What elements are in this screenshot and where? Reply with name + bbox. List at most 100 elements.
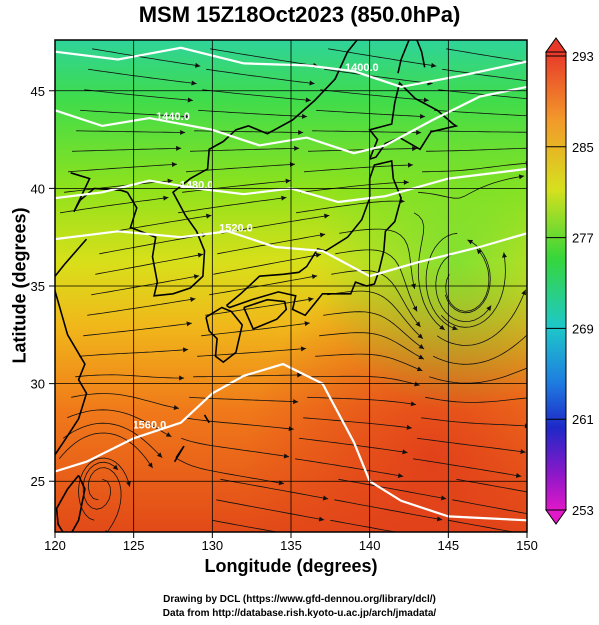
streamline-arrow (418, 354, 424, 360)
streamline (87, 298, 196, 316)
streamline (221, 215, 330, 234)
x-axis-label: Longitude (degrees) (204, 556, 378, 576)
streamline-arrow (324, 213, 330, 219)
streamline-arrow (403, 179, 409, 185)
streamline (206, 68, 315, 84)
streamline-arrow (187, 97, 193, 103)
streamline-arrow (180, 129, 186, 135)
coastline (173, 445, 185, 463)
streamline (319, 332, 425, 360)
streamline-arrow (518, 174, 525, 180)
streamline (438, 89, 527, 100)
streamline-arrow (439, 324, 445, 330)
streamline-arrow (112, 464, 119, 471)
streamline-arrow (305, 97, 311, 103)
streamline-arrow (414, 381, 420, 387)
streamline (442, 68, 527, 82)
streamline (71, 393, 180, 409)
x-tick-label: 120 (44, 538, 66, 553)
streamline-arrow (515, 473, 522, 478)
streamline-arrow (436, 516, 443, 522)
colorbar-over-triangle (545, 37, 567, 53)
streamline-arrow (191, 80, 197, 86)
streamline (320, 89, 429, 101)
credit-data: Data from http://database.rish.kyoto-u.a… (162, 608, 437, 619)
streamline-arrow (171, 162, 177, 168)
streamline (426, 147, 527, 152)
contour-label: 1520.0 (219, 222, 253, 234)
coastline (243, 298, 288, 331)
streamline-arrow (195, 62, 201, 68)
streamline (335, 249, 418, 312)
streamline-arrow (315, 536, 320, 541)
streamline-arrow (412, 305, 418, 312)
coastline (205, 306, 244, 364)
streamline (87, 467, 122, 532)
streamline (91, 275, 200, 296)
streamline-arrow (538, 114, 543, 119)
x-tick-label: 135 (280, 538, 302, 553)
streamline (436, 289, 526, 346)
coastline (55, 238, 88, 457)
x-tick-label: 140 (359, 538, 381, 553)
streamline (182, 180, 291, 193)
contour-line (55, 167, 527, 204)
contour-label: 1400.0 (345, 62, 379, 74)
streamline (210, 48, 319, 67)
streamline-arrow (407, 162, 414, 168)
streamline-arrow (412, 146, 418, 152)
coastline (55, 474, 86, 532)
streamline (76, 130, 186, 133)
streamline (67, 409, 172, 438)
streamline-arrow (406, 424, 412, 430)
streamline (446, 48, 527, 63)
streamline (324, 68, 433, 84)
streamline-arrow (440, 495, 447, 501)
streamline (212, 519, 280, 532)
streamline-arrow (520, 449, 526, 455)
streamline-arrow (308, 297, 314, 302)
x-tick-label: 150 (516, 538, 538, 553)
streamline-arrow (301, 113, 308, 119)
streamline-arrow (410, 401, 417, 407)
streamline (300, 181, 409, 193)
contour-label: 1480.0 (180, 179, 214, 191)
streamline-arrow (173, 405, 179, 410)
credit-drawing: Drawing by DCL (https://www.gfd-dennou.o… (163, 594, 436, 605)
streamline-arrow (311, 274, 318, 280)
streamline (334, 499, 443, 521)
streamline-arrow (293, 399, 299, 405)
streamline-arrow (206, 213, 212, 219)
streamline-arrow (419, 113, 426, 119)
streamline-arrow (193, 274, 200, 280)
colorbar-tick-label: 285 (572, 140, 594, 155)
streamline (216, 499, 325, 521)
colorbar-ticks: 293 285 277 269 261 253 (546, 49, 594, 518)
y-tick-label: 25 (31, 474, 45, 489)
wind-arrowheads (105, 62, 543, 541)
streamline-arrow (315, 252, 322, 258)
coastline (225, 160, 402, 317)
streamline-arrow (167, 178, 173, 184)
streamline-arrow (147, 462, 153, 469)
streamline-arrow (186, 321, 192, 327)
streamline (58, 432, 153, 469)
streamline-arrow (416, 129, 422, 135)
streamline-arrow (126, 481, 131, 487)
streamline (72, 147, 182, 152)
streamline-arrow (530, 364, 536, 369)
y-tick-label: 40 (31, 181, 45, 196)
streamline (198, 109, 308, 117)
streamline-arrow (322, 495, 329, 501)
chart-title: MSM 15Z18Oct2023 (850.0hPa) (138, 2, 461, 27)
streamline (328, 48, 437, 67)
streamline-arrow (534, 130, 539, 135)
streamline-arrow (304, 321, 310, 327)
streamline (60, 197, 169, 214)
streamline-arrow (283, 453, 290, 459)
streamline-arrow (300, 346, 307, 352)
streamline-arrow (165, 432, 172, 437)
streamline (339, 228, 415, 290)
streamline (99, 233, 208, 255)
